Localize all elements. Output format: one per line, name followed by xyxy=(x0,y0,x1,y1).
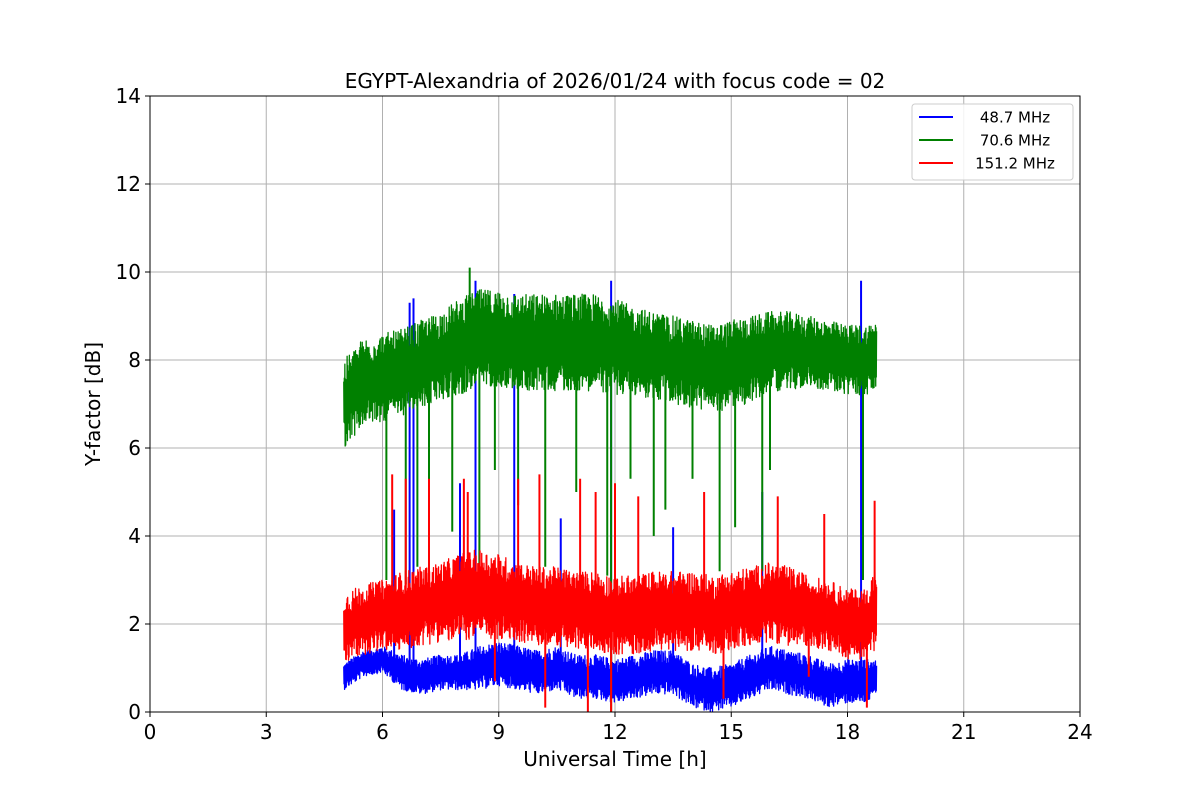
y-tick-label: 0 xyxy=(128,700,141,724)
legend-label-151-2: 151.2 MHz xyxy=(975,155,1055,173)
x-axis-label: Universal Time [h] xyxy=(523,747,706,771)
y-axis-label: Y-factor [dB] xyxy=(81,342,105,467)
x-tick-label: 0 xyxy=(144,720,157,744)
legend-label-48-7: 48.7 MHz xyxy=(980,109,1050,127)
y-tick-label: 6 xyxy=(128,436,141,460)
y-tick-label: 2 xyxy=(128,612,141,636)
legend: 48.7 MHz 70.6 MHz 151.2 MHz xyxy=(911,103,1074,181)
series-layer xyxy=(343,267,878,713)
y-tick-label: 14 xyxy=(116,84,141,108)
y-tick-label: 12 xyxy=(116,172,141,196)
x-tick-label: 21 xyxy=(951,720,976,744)
x-tick-label: 15 xyxy=(719,720,744,744)
y-tick-label: 8 xyxy=(128,348,141,372)
chart-title: EGYPT-Alexandria of 2026/01/24 with focu… xyxy=(345,69,886,93)
x-tick-label: 9 xyxy=(492,720,505,744)
series-line-151-2-mhz xyxy=(343,549,878,661)
x-tick-label: 18 xyxy=(835,720,860,744)
series-line-70-6-mhz xyxy=(343,289,878,447)
x-tick-label: 24 xyxy=(1067,720,1092,744)
legend-box xyxy=(911,103,1074,181)
x-tick-label: 12 xyxy=(602,720,627,744)
x-tick-label: 3 xyxy=(260,720,273,744)
y-tick-label: 4 xyxy=(128,524,141,548)
x-tick-label: 6 xyxy=(376,720,389,744)
legend-label-70-6: 70.6 MHz xyxy=(980,132,1050,150)
y-tick-label: 10 xyxy=(116,260,141,284)
